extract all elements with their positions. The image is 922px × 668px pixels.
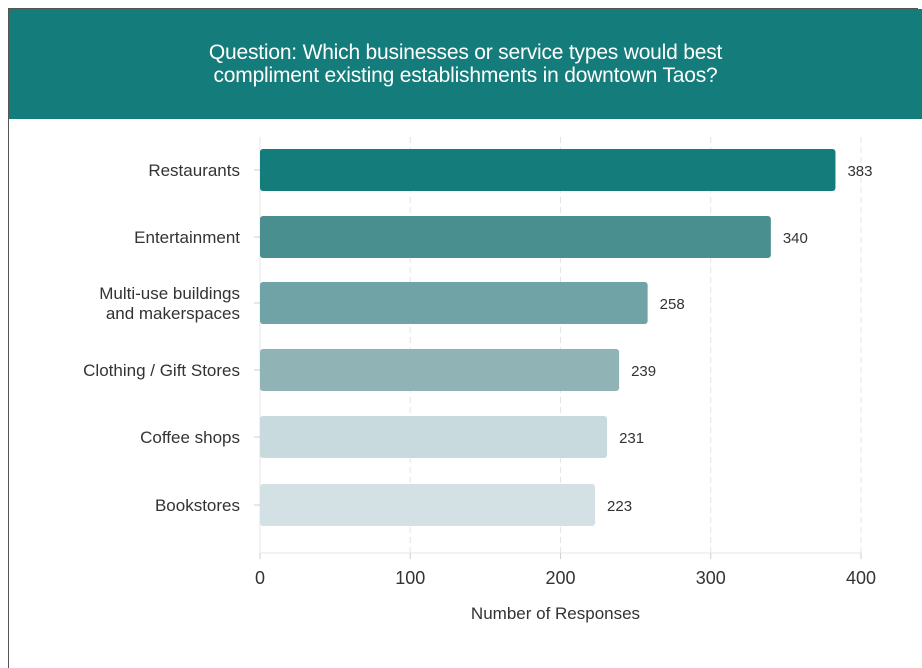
bar-value-label: 239	[631, 363, 656, 380]
bar	[260, 149, 836, 191]
category-label: Restaurants	[148, 161, 240, 180]
bars	[254, 149, 836, 526]
bar	[260, 216, 771, 258]
x-axis-title: Number of Responses	[471, 604, 640, 623]
question-line-2: compliment existing establishments in do…	[213, 64, 718, 87]
category-label: Coffee shops	[140, 428, 240, 447]
grid-lines	[259, 137, 862, 559]
category-label: Entertainment	[134, 228, 240, 247]
bar-value-label: 231	[619, 430, 644, 447]
bar-value-label: 383	[847, 163, 872, 180]
x-tick-label: 100	[395, 568, 425, 588]
labels: 0 100 200 300 400 383 Restaurants 340 Entertainm…	[83, 161, 876, 588]
chart-question: Question: Which businesses or service ty…	[209, 41, 722, 87]
question-line-1: Question: Which businesses or service ty…	[208, 41, 723, 64]
chart-header: Question: Which businesses or service ty…	[9, 9, 922, 119]
bar	[260, 416, 608, 458]
bar-value-label: 258	[660, 296, 685, 313]
bar-chart: 0 100 200 300 400 383 Restaurants 340 Entertainm…	[83, 137, 876, 623]
x-tick-label: 400	[846, 568, 876, 588]
bar-value-label: 223	[607, 498, 632, 515]
category-label: and makerspaces	[106, 304, 240, 323]
x-tick-label: 300	[696, 568, 726, 588]
category-label: Multi-use buildings	[99, 284, 240, 303]
x-tick-label: 200	[545, 568, 575, 588]
bar	[260, 484, 596, 526]
x-tick-label: 0	[255, 568, 265, 588]
bar-value-label: 340	[783, 230, 808, 247]
bar	[260, 282, 648, 324]
bar	[260, 349, 620, 391]
category-label: Clothing / Gift Stores	[83, 361, 240, 380]
category-label: Bookstores	[155, 496, 240, 515]
